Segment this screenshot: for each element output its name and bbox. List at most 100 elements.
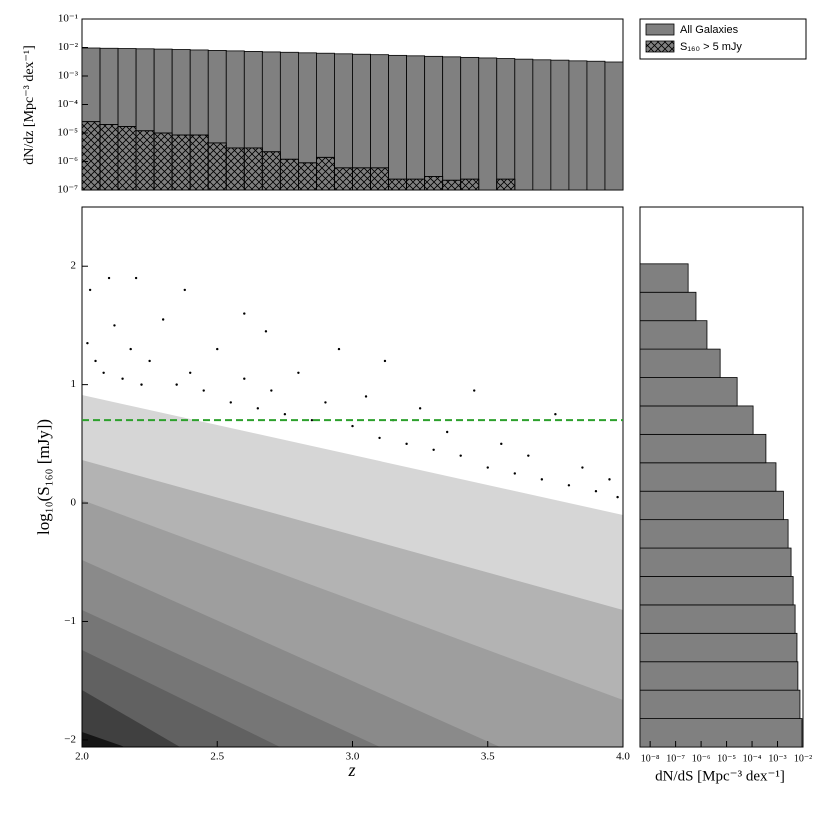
point: [102, 371, 105, 374]
point: [445, 430, 449, 434]
point: [175, 383, 178, 386]
point: [202, 389, 205, 392]
x-tick-label: 10⁻³: [768, 753, 786, 764]
y-tick-label: 10⁻¹: [58, 13, 78, 25]
bar: [639, 291, 697, 322]
x-tick-label: 3.0: [346, 751, 360, 763]
point: [608, 478, 611, 481]
point: [134, 276, 138, 280]
point: [616, 495, 619, 499]
point: [148, 359, 151, 363]
bar: [639, 576, 794, 606]
top-y-label: dN/dz [Mpc⁻³ dex⁻¹]: [22, 45, 37, 165]
bar: [639, 547, 792, 577]
point: [405, 442, 408, 446]
point: [364, 395, 368, 398]
bar-hatch: [388, 178, 407, 191]
point: [486, 466, 489, 469]
bar: [639, 632, 798, 663]
bar-hatch: [153, 132, 173, 191]
bar-hatch: [135, 130, 155, 191]
bar-hatch: [424, 176, 444, 191]
main-x-label: z: [347, 760, 355, 780]
bar: [639, 661, 799, 691]
bar: [639, 263, 689, 293]
bar-hatch: [279, 158, 299, 191]
bar-hatch: [81, 121, 101, 191]
x-tick-label: 10⁻⁶: [692, 753, 711, 764]
bar-hatch: [316, 156, 335, 191]
bar: [639, 377, 738, 407]
point: [310, 418, 314, 422]
point: [94, 359, 97, 363]
bar: [639, 689, 801, 719]
point: [264, 330, 268, 333]
point: [88, 288, 92, 292]
point: [527, 454, 530, 457]
bar: [388, 54, 407, 191]
y-tick-label: −2: [64, 733, 76, 745]
bar: [586, 60, 606, 191]
bar: [639, 405, 754, 435]
bar: [639, 348, 721, 378]
point: [86, 341, 89, 345]
y-tick-label: 10⁻³: [58, 70, 79, 82]
bar-hatch: [171, 134, 191, 191]
y-tick-label: 10⁻⁶: [57, 155, 78, 167]
point: [324, 401, 327, 404]
legend-label: All Galaxies: [680, 24, 739, 36]
point: [270, 389, 273, 392]
point: [351, 424, 354, 428]
bar: [639, 519, 789, 549]
bar: [496, 58, 516, 191]
bar-hatch: [117, 126, 137, 191]
bar-hatch: [460, 178, 480, 191]
x-tick-label: 10⁻⁵: [717, 753, 736, 764]
point: [418, 407, 422, 410]
bar: [514, 58, 534, 191]
bar: [639, 433, 767, 464]
bar: [639, 604, 796, 634]
point: [337, 347, 341, 351]
point: [383, 359, 387, 363]
y-tick-label: 2: [71, 260, 77, 272]
point: [459, 454, 462, 457]
y-tick-label: 10⁻⁴: [57, 98, 78, 110]
point: [113, 324, 116, 327]
bar: [639, 490, 784, 521]
bar: [639, 320, 708, 350]
point: [297, 371, 300, 374]
bar: [478, 57, 498, 191]
y-tick-label: 10⁻⁵: [57, 127, 78, 139]
bar: [550, 59, 570, 191]
y-tick-label: −1: [64, 615, 76, 627]
bar-hatch: [225, 147, 245, 191]
bar: [424, 55, 444, 191]
point: [432, 448, 435, 451]
x-tick-label: 4.0: [616, 751, 630, 763]
point: [540, 478, 544, 481]
bar-hatch: [297, 162, 317, 191]
legend-label: S₁₆₀ > 5 mJy: [680, 41, 742, 53]
point: [554, 413, 557, 416]
x-tick-label: 2.5: [210, 751, 224, 763]
point: [183, 288, 186, 292]
bar: [406, 55, 426, 191]
x-tick-label: 10⁻⁸: [641, 753, 660, 764]
point: [243, 377, 246, 380]
legend-swatch-hatch: [646, 41, 674, 52]
bar-hatch: [261, 151, 281, 191]
point: [594, 490, 598, 493]
bar-hatch: [352, 167, 371, 191]
bar-hatch: [496, 178, 516, 191]
point: [378, 436, 381, 440]
x-tick-label: 2.0: [75, 751, 89, 763]
bar: [604, 61, 624, 191]
bar-hatch: [370, 167, 389, 191]
point: [161, 318, 165, 321]
bar-hatch: [334, 167, 353, 191]
x-tick-label: 10⁻⁴: [743, 753, 762, 764]
point: [129, 347, 132, 351]
bar-hatch: [406, 178, 426, 191]
density-contours: [82, 395, 623, 747]
